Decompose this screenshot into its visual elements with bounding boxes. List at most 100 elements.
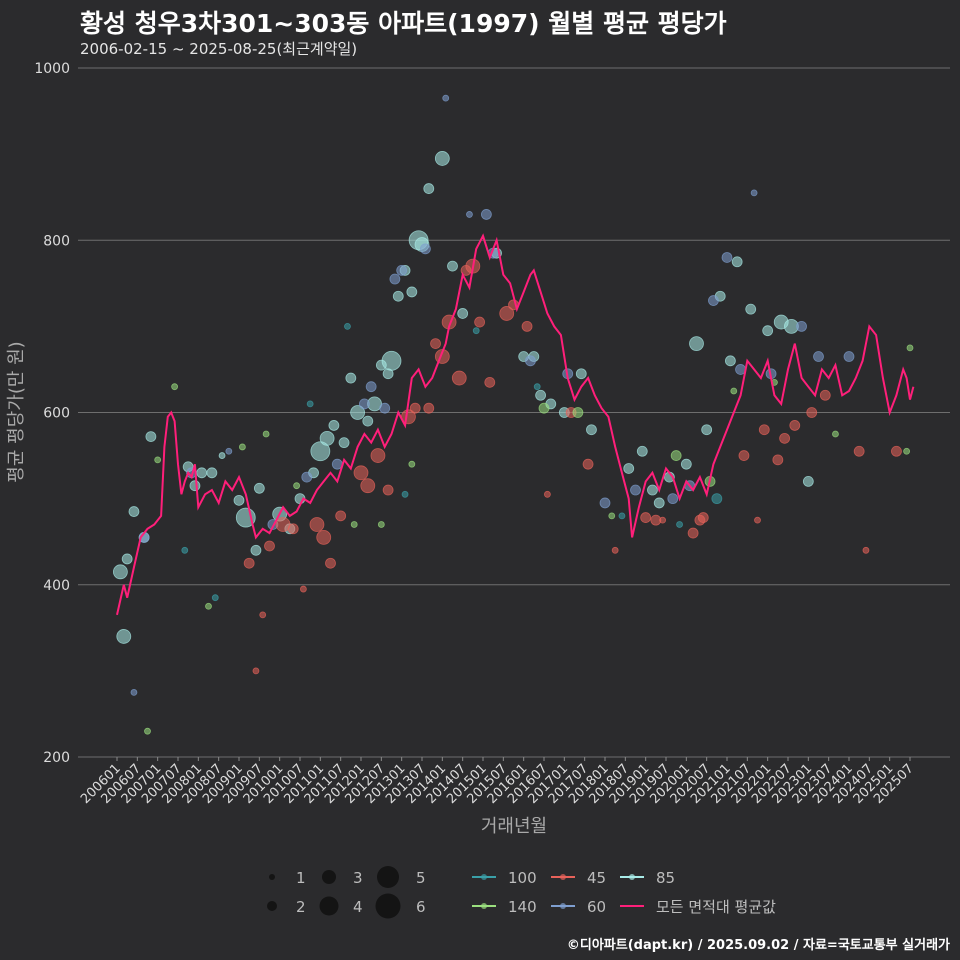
point-140 <box>408 460 416 468</box>
point-85 <box>762 325 774 337</box>
point-45 <box>316 529 332 545</box>
y-tick-label: 800 <box>43 233 70 249</box>
point-85 <box>406 286 418 298</box>
point-140 <box>670 450 682 461</box>
point-85 <box>345 372 357 384</box>
point-60 <box>225 447 233 455</box>
point-140 <box>171 383 179 391</box>
point-60 <box>466 211 473 218</box>
point-45 <box>819 389 831 401</box>
point-60 <box>796 320 807 332</box>
point-140 <box>350 521 358 528</box>
point-45 <box>640 512 652 523</box>
point-45 <box>335 510 347 522</box>
point-45 <box>659 516 667 524</box>
point-45 <box>758 424 770 436</box>
point-45 <box>697 512 709 523</box>
point-45 <box>370 448 386 463</box>
point-140 <box>538 402 550 414</box>
point-100 <box>472 327 480 335</box>
point-85 <box>328 420 340 431</box>
legend-size-label: 1 <box>296 869 306 887</box>
point-45 <box>853 445 865 457</box>
point-45 <box>543 490 551 498</box>
point-85 <box>338 437 350 449</box>
point-140 <box>730 387 738 395</box>
point-140 <box>903 447 911 455</box>
legend-size-dot <box>267 901 277 911</box>
point-140 <box>205 602 212 610</box>
x-axis-title: 거래년월 <box>481 816 547 837</box>
chart-subtitle: 2006-02-15 ~ 2025-08-25(최근계약일) <box>80 40 358 58</box>
point-85 <box>350 405 366 420</box>
source-caption: ©디아파트(dapt.kr) / 2025.09.02 / 자료=국토교통부 실… <box>566 938 950 953</box>
legend-size-label: 4 <box>353 898 363 916</box>
legend-dot-key <box>560 874 566 880</box>
point-45 <box>409 402 421 414</box>
point-140 <box>906 344 914 352</box>
average-price-line <box>116 233 915 616</box>
point-85 <box>121 553 133 565</box>
point-60 <box>721 252 733 263</box>
legend-dot-key <box>629 874 635 880</box>
point-60 <box>389 273 401 285</box>
point-140 <box>154 456 162 464</box>
point-45 <box>779 432 791 444</box>
point-100 <box>676 521 683 528</box>
point-45 <box>754 516 761 524</box>
point-45 <box>891 445 902 457</box>
point-45 <box>474 316 486 328</box>
point-45 <box>287 523 299 535</box>
point-85 <box>196 467 208 479</box>
y-tick-label: 1000 <box>34 61 70 77</box>
point-85 <box>145 431 157 443</box>
legend-area-label: 45 <box>587 869 606 887</box>
point-85 <box>535 389 547 401</box>
point-85 <box>623 463 635 474</box>
legend-dot-key <box>560 903 566 909</box>
point-85 <box>392 290 404 302</box>
point-85 <box>802 475 814 487</box>
legend-size-dot <box>322 870 336 884</box>
point-85 <box>189 480 201 492</box>
point-140 <box>832 430 839 438</box>
point-85 <box>647 484 658 496</box>
point-60 <box>301 471 313 483</box>
point-85 <box>310 441 331 462</box>
point-45 <box>521 320 533 332</box>
point-85 <box>206 467 218 479</box>
y-tick-label: 200 <box>43 750 70 766</box>
point-45 <box>582 458 594 470</box>
point-60 <box>843 351 855 362</box>
point-45 <box>264 540 275 552</box>
point-100 <box>711 493 723 505</box>
point-60 <box>130 689 138 696</box>
point-45 <box>738 450 750 461</box>
point-85 <box>112 564 128 580</box>
point-100 <box>306 400 314 408</box>
point-100 <box>401 490 409 498</box>
point-45 <box>862 546 870 554</box>
point-60 <box>365 381 377 393</box>
point-140 <box>262 430 270 438</box>
point-85 <box>253 482 265 494</box>
point-45 <box>499 306 515 321</box>
legend-size-dot <box>377 866 399 888</box>
point-85 <box>457 308 469 319</box>
point-60 <box>379 402 391 414</box>
point-85 <box>701 424 713 436</box>
point-45 <box>299 585 307 593</box>
point-85 <box>447 260 458 272</box>
point-60 <box>813 351 824 362</box>
point-100 <box>618 512 626 520</box>
legend-area-label: 140 <box>508 898 537 916</box>
point-85 <box>724 355 736 367</box>
point-45 <box>259 611 267 619</box>
point-85 <box>434 151 450 166</box>
point-85 <box>218 452 226 459</box>
point-45 <box>687 527 699 539</box>
point-45 <box>325 557 336 569</box>
point-85 <box>128 506 140 517</box>
